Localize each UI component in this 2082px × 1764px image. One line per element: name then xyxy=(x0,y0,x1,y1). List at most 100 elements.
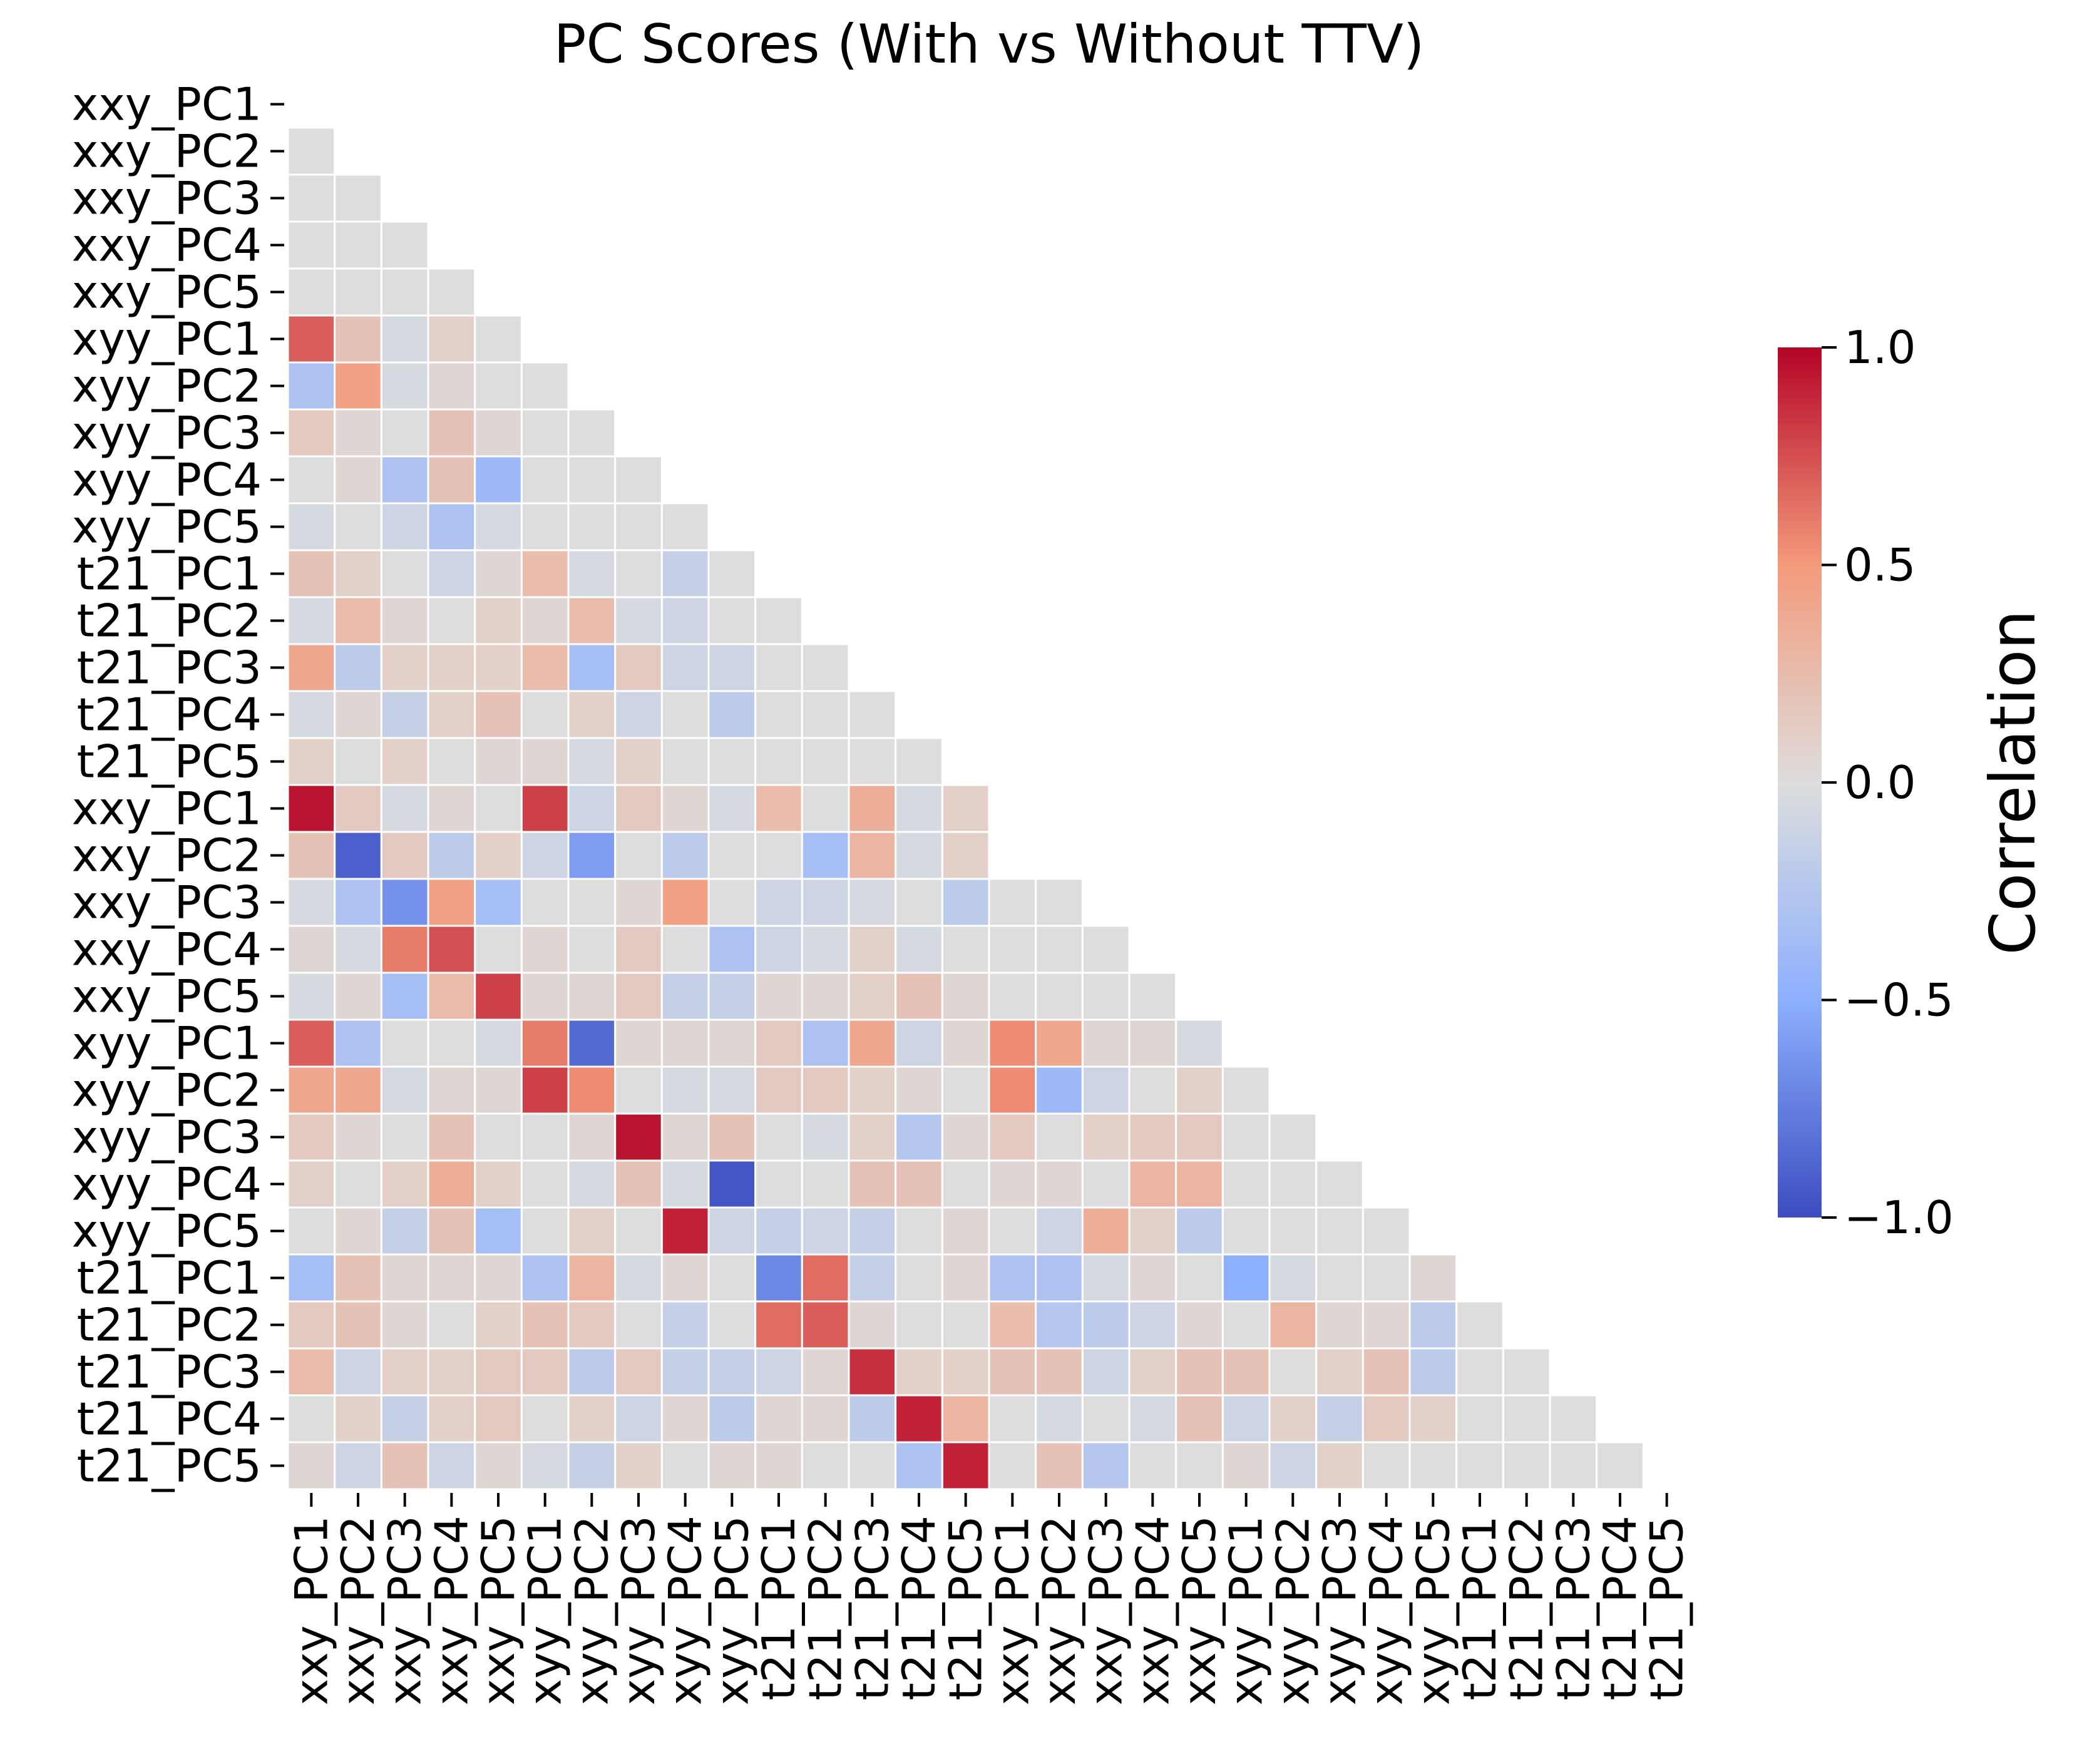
y-tick-label: t21_PC3 xyxy=(77,1346,262,1398)
heatmap-cell xyxy=(895,972,943,1021)
heatmap-cell xyxy=(707,1347,757,1397)
heatmap-cell xyxy=(427,549,476,598)
chart-title: PC Scores (With vs Without TTV) xyxy=(554,13,1425,76)
heatmap-cell xyxy=(941,1159,990,1209)
heatmap-cell xyxy=(1362,1441,1411,1490)
heatmap-cell xyxy=(941,1018,990,1068)
heatmap-cell xyxy=(427,1441,476,1490)
heatmap-cell xyxy=(474,1394,523,1444)
heatmap-cell xyxy=(614,925,663,974)
x-tick-label: t21_PC3 xyxy=(846,1515,898,1700)
heatmap-cell xyxy=(520,455,570,505)
heatmap-cell xyxy=(660,831,710,880)
heatmap-cell xyxy=(1175,1159,1224,1209)
heatmap-cell xyxy=(520,690,570,739)
heatmap-cell xyxy=(1081,1018,1131,1068)
colorbar-ticks: 1.0 0.5 0.0 −0.5 −1.0 xyxy=(1822,321,1954,1244)
y-tick-label: xyy_PC2 xyxy=(72,360,262,413)
heatmap-cell xyxy=(427,267,476,317)
heatmap-cell xyxy=(707,1065,757,1115)
heatmap-cell xyxy=(380,596,429,645)
y-tick-label: xxy_PC4 xyxy=(72,923,262,976)
heatmap-cell xyxy=(801,1018,850,1068)
heatmap-cell xyxy=(380,361,429,411)
heatmap-cell xyxy=(660,1300,710,1350)
heatmap-cell xyxy=(1175,1065,1224,1115)
heatmap-cell xyxy=(848,831,897,880)
heatmap-cell xyxy=(287,831,336,880)
heatmap-cell xyxy=(895,1159,943,1209)
heatmap-cell xyxy=(707,1206,757,1256)
heatmap-cell xyxy=(988,1159,1037,1209)
heatmap-cell xyxy=(707,1018,757,1068)
heatmap-cell xyxy=(988,1206,1037,1256)
x-tick-label: t21_PC1 xyxy=(752,1515,805,1700)
heatmap-cell xyxy=(988,925,1037,974)
heatmap-cell xyxy=(287,549,336,598)
heatmap-cell xyxy=(520,596,570,645)
heatmap-cell xyxy=(567,1441,617,1490)
heatmap-cell xyxy=(520,972,570,1021)
heatmap-cell xyxy=(801,1159,850,1209)
heatmap-cell xyxy=(1175,1441,1224,1490)
x-tick-label: t21_PC4 xyxy=(893,1515,945,1700)
y-tick-label: xyy_PC2 xyxy=(72,1064,262,1117)
heatmap-cell xyxy=(520,1394,570,1444)
heatmap-cell xyxy=(848,737,897,786)
heatmap-cell xyxy=(1455,1394,1504,1444)
heatmap-cell xyxy=(474,1253,523,1303)
heatmap-cell xyxy=(334,361,382,411)
y-tick-label: xxy_PC4 xyxy=(72,219,262,272)
heatmap-cell xyxy=(334,1018,382,1068)
heatmap-cell xyxy=(567,408,617,458)
heatmap-cell xyxy=(941,1065,990,1115)
x-tick-label: xyy_PC1 xyxy=(1220,1515,1273,1705)
heatmap-cell xyxy=(614,972,663,1021)
heatmap-cell xyxy=(1362,1394,1411,1444)
heatmap-cell xyxy=(848,1159,897,1209)
heatmap-cell xyxy=(520,737,570,786)
heatmap-cell xyxy=(707,972,757,1021)
heatmap-cell xyxy=(1268,1253,1318,1303)
x-tick-label: t21_PC5 xyxy=(1641,1515,1693,1700)
heatmap-cell xyxy=(801,1441,850,1490)
heatmap-cell xyxy=(427,455,476,505)
y-tick-label: xxy_PC1 xyxy=(72,782,262,835)
heatmap-cell xyxy=(1268,1206,1318,1256)
heatmap-cell xyxy=(614,878,663,927)
heatmap-cell xyxy=(474,1347,523,1397)
heatmap-cell xyxy=(474,1441,523,1490)
heatmap-cell xyxy=(941,1206,990,1256)
x-tick-label: xxy_PC1 xyxy=(285,1515,337,1705)
heatmap-cell xyxy=(1175,1394,1224,1444)
heatmap-cell xyxy=(801,1300,850,1350)
heatmap-cell xyxy=(334,173,382,223)
heatmap-cell xyxy=(474,455,523,505)
heatmap-cell xyxy=(287,126,336,176)
heatmap-cell xyxy=(707,1112,757,1162)
heatmap-cell xyxy=(707,549,757,598)
heatmap-cell xyxy=(754,1300,803,1350)
heatmap-cell xyxy=(1035,1159,1084,1209)
heatmap-cell xyxy=(287,1112,336,1162)
heatmap-cell xyxy=(895,1018,943,1068)
heatmap-cell xyxy=(895,1441,943,1490)
x-tick-label: xxy_PC3 xyxy=(1080,1515,1132,1705)
y-tick-label: t21_PC4 xyxy=(77,689,262,741)
heatmap-cell xyxy=(474,1065,523,1115)
heatmap-cell xyxy=(334,220,382,270)
heatmap-cell xyxy=(474,1159,523,1209)
x-tick-label: xyy_PC2 xyxy=(1266,1515,1319,1705)
heatmap-cell xyxy=(520,643,570,692)
heatmap-cell xyxy=(334,1159,382,1209)
heatmap-cell xyxy=(660,502,710,551)
heatmap-cell xyxy=(1221,1394,1271,1444)
colorbar-gradient xyxy=(1778,347,1822,1218)
heatmap-cell xyxy=(380,1347,429,1397)
heatmap-cell xyxy=(1035,1394,1084,1444)
heatmap-cell xyxy=(567,1394,617,1444)
heatmap-cell xyxy=(614,596,663,645)
heatmap-cell xyxy=(334,972,382,1021)
x-axis-ticks: xxy_PC1xxy_PC2xxy_PC3xxy_PC4xxy_PC5xyy_P… xyxy=(285,1493,1693,1705)
